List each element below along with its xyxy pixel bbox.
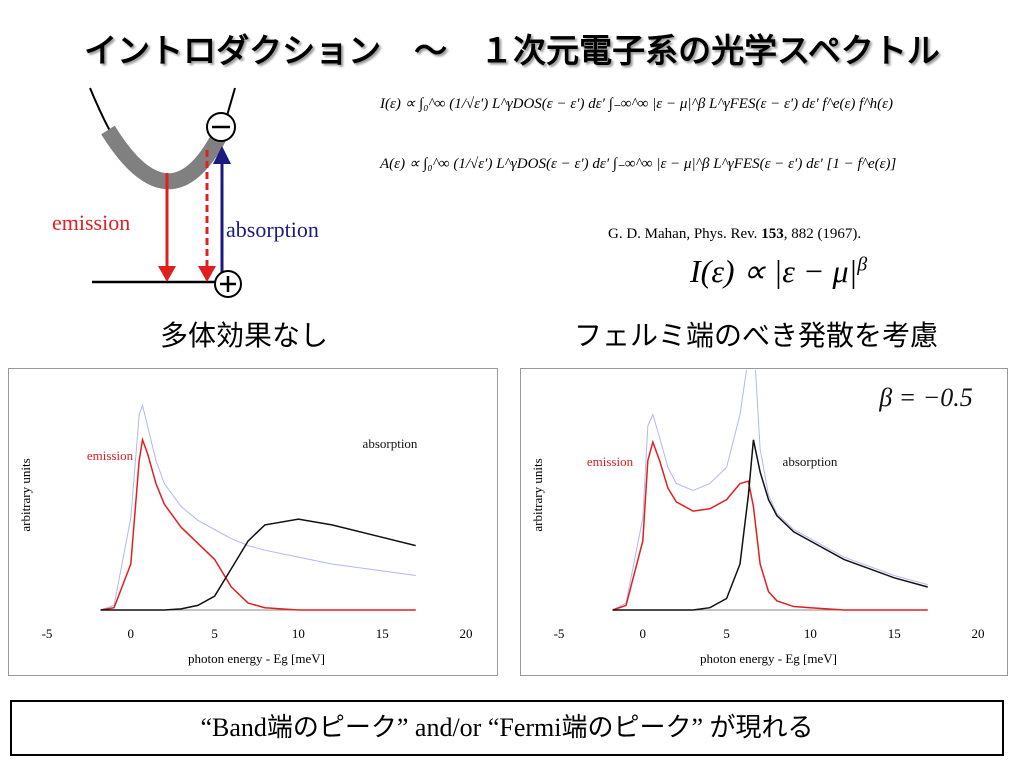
annotation: emission	[87, 448, 134, 463]
x-tick-label: 20	[460, 626, 473, 641]
line	[100, 403, 416, 611]
x-tick-label: 15	[376, 626, 389, 641]
chart-border	[520, 368, 1008, 676]
x-tick-label: 0	[128, 626, 135, 641]
annotation: emission	[587, 454, 634, 469]
chart: -5 0 5 10 15 20 photon energy - Eg [meV] arbitr…	[520, 368, 1008, 676]
power-law: I(ε) ∝ |ε − μ|β	[690, 252, 867, 290]
x-tick-label: 0	[640, 626, 647, 641]
x-tick-label: -5	[42, 626, 53, 641]
footer: “Band端のピーク” and/or “Fermi端のピーク” が現れる	[10, 700, 1004, 756]
citation: G. D. Mahan, Phys. Rev. 153, 882 (1967).	[608, 226, 861, 243]
x-tick-label: 10	[804, 626, 817, 641]
chart-border	[8, 368, 498, 676]
line	[612, 439, 928, 611]
title: イントロダクション ～ １次元電子系の光学スペクトル	[84, 31, 940, 70]
line	[100, 518, 416, 611]
citation-text: , 882 (1967).	[783, 226, 862, 242]
y-axis-label: arbitrary units	[530, 458, 545, 531]
x-axis-label: photon energy - Eg [meV]	[188, 651, 325, 666]
citation-text: G. D. Mahan, Phys. Rev.	[608, 226, 762, 242]
arrow-head	[158, 266, 176, 282]
x-tick-label: 5	[211, 626, 218, 641]
absorption-label: absorption	[226, 217, 319, 242]
x-tick-label: 20	[972, 626, 985, 641]
arrow-head	[213, 146, 231, 164]
x-axis-label: photon energy - Eg [meV]	[700, 651, 837, 666]
x-tick-label: -5	[554, 626, 565, 641]
line	[100, 436, 416, 611]
caption: フェルミ端のべき発散を考慮	[574, 319, 939, 352]
x-tick-label: 15	[888, 626, 901, 641]
x-tick-label: 10	[292, 626, 305, 641]
band-diagram: emission absorption	[52, 87, 319, 298]
band	[101, 125, 228, 190]
citation-volume: 153	[761, 226, 784, 242]
arrow-head	[198, 266, 216, 282]
y-axis-label: arbitrary units	[18, 458, 33, 531]
power-law-exponent: β	[857, 253, 868, 276]
emission-label: emission	[52, 210, 130, 235]
chart: -5 0 5 10 15 20 photon energy - Eg [meV] arbitr…	[8, 368, 498, 676]
line	[612, 370, 928, 611]
annotation: absorption	[363, 436, 418, 451]
caption: 多体効果なし	[160, 319, 329, 352]
formula: I(ε) ∝ ∫₀^∞ (1/√ε′) L^γDOS(ε − ε′) dε′ ∫…	[380, 96, 894, 112]
power-law-base: I(ε) ∝ |ε − μ|	[690, 253, 858, 289]
annotation: absorption	[783, 454, 838, 469]
annotation: β = −0.5	[878, 383, 973, 412]
line	[612, 439, 928, 611]
x-tick-label: 5	[723, 626, 730, 641]
formula: A(ε) ∝ ∫₀^∞ (1/√ε′) L^γDOS(ε − ε′) dε′ ∫…	[380, 156, 897, 172]
